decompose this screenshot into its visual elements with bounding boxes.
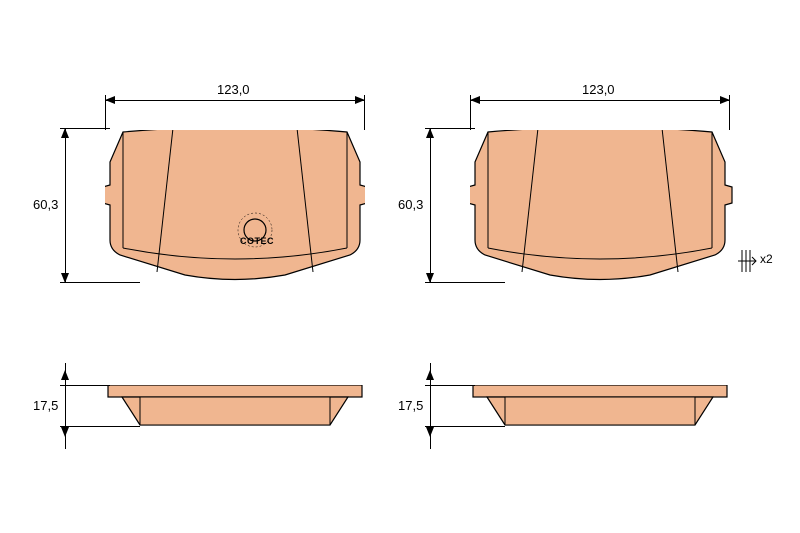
arrow-icon: [470, 96, 480, 104]
drawing-canvas: COTEC x2: [0, 0, 800, 533]
ext-line: [65, 427, 66, 449]
dim-line-height-left: [65, 128, 66, 283]
dim-thick-right: 17,5: [398, 398, 423, 413]
ext-line: [60, 128, 110, 129]
ext-line: [60, 426, 140, 427]
ext-line: [425, 385, 475, 386]
ext-line: [425, 282, 505, 283]
dim-line-width-right: [470, 100, 730, 101]
quantity-label: x2: [760, 252, 773, 266]
pad-right-front-view: [470, 130, 740, 285]
dim-thick-left: 17,5: [33, 398, 58, 413]
ext-line: [729, 95, 730, 130]
ext-line: [470, 95, 471, 130]
pad-left-side-view: [105, 385, 365, 429]
dim-width-right: 123,0: [582, 82, 615, 97]
dim-width-left: 123,0: [217, 82, 250, 97]
dim-line-width-left: [105, 100, 365, 101]
arrow-icon: [426, 128, 434, 138]
pad-left-front-view: COTEC: [105, 130, 365, 285]
arrow-icon: [61, 128, 69, 138]
ext-line: [425, 128, 475, 129]
ext-line: [65, 363, 66, 385]
dim-line-thick-left: [65, 385, 66, 427]
dim-height-left: 60,3: [33, 197, 58, 212]
brand-label: COTEC: [240, 236, 274, 246]
ext-line: [60, 282, 140, 283]
ext-line: [105, 95, 106, 130]
pad-right-side-view: [470, 385, 730, 429]
dim-line-thick-right: [430, 385, 431, 427]
dim-height-right: 60,3: [398, 197, 423, 212]
dim-line-height-right: [430, 128, 431, 283]
ext-line: [430, 427, 431, 449]
ext-line: [364, 95, 365, 130]
ext-line: [425, 426, 505, 427]
ext-line: [430, 363, 431, 385]
arrow-icon: [105, 96, 115, 104]
ext-line: [60, 385, 110, 386]
